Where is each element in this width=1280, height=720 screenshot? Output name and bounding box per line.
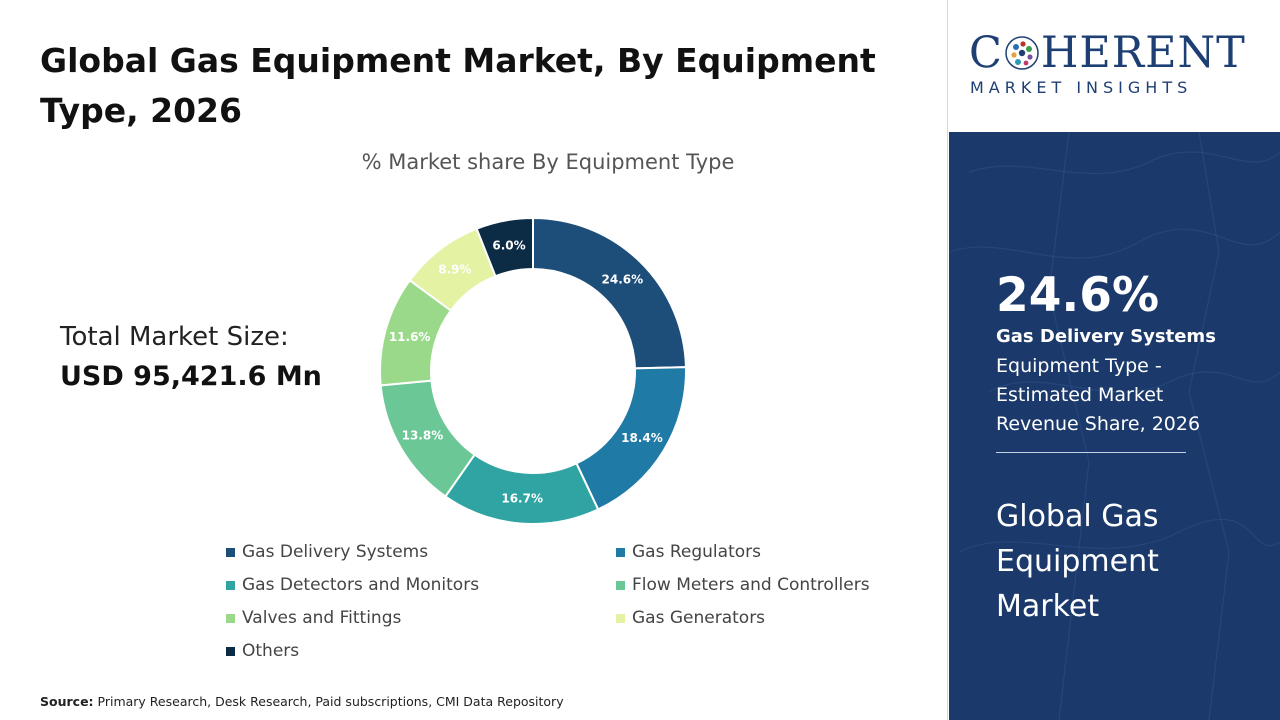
- legend-item: Gas Generators: [616, 608, 765, 628]
- legend-label: Gas Detectors and Monitors: [242, 575, 480, 595]
- logo-wordmark-lead: C: [969, 28, 1003, 78]
- total-market-label: Total Market Size:: [60, 322, 289, 352]
- highlight-panel: C HERENT MARKET INSIGHTS 24.6% Gas Deliv…: [949, 0, 1280, 720]
- legend-label: Others: [242, 641, 300, 661]
- highlight-value: 24.6%: [996, 268, 1160, 323]
- slice-value-label: 24.6%: [602, 272, 644, 286]
- slice-value-label: 11.6%: [389, 330, 431, 344]
- logo-globe-icon: [1005, 36, 1039, 70]
- legend-swatch: [226, 580, 235, 590]
- page-title: Global Gas Equipment Market, By Equipmen…: [40, 41, 876, 130]
- donut-slice: [532, 216, 687, 370]
- legend-item: Valves and Fittings: [226, 608, 401, 628]
- legend-label: Flow Meters and Controllers: [632, 575, 870, 595]
- logo-wordmark: C HERENT: [969, 28, 1246, 78]
- legend-item: Gas Detectors and Monitors: [226, 575, 479, 595]
- slice-value-label: 18.4%: [621, 431, 663, 445]
- chart-area: Global Gas Equipment Market, By Equipmen…: [40, 0, 948, 720]
- legend-label: Gas Delivery Systems: [242, 542, 429, 562]
- legend-swatch: [226, 613, 235, 623]
- highlight-description: Equipment Type - Estimated Market Revenu…: [996, 355, 1201, 435]
- source-note: Source: Primary Research, Desk Research,…: [40, 694, 564, 709]
- divider: [996, 452, 1186, 453]
- logo-tagline: MARKET INSIGHTS: [970, 78, 1193, 97]
- chart-subtitle: % Market share By Equipment Type: [361, 150, 735, 174]
- donut-chart: 24.6% 18.4% 16.7% 13.8% 11.6% 8.9% 6.0%: [379, 216, 687, 525]
- legend-swatch: [616, 547, 625, 557]
- logo: C HERENT MARKET INSIGHTS: [949, 0, 1280, 132]
- legend-label: Gas Regulators: [632, 542, 761, 562]
- logo-wordmark-rest: HERENT: [1040, 28, 1246, 78]
- legend-item: Gas Delivery Systems: [226, 542, 428, 562]
- highlight-segment: Gas Delivery Systems: [996, 326, 1216, 347]
- donut-slice: [475, 216, 534, 278]
- slice-value-label: 13.8%: [402, 428, 444, 442]
- legend-item: Others: [226, 641, 299, 661]
- legend-label: Gas Generators: [632, 608, 766, 628]
- legend-swatch: [616, 613, 625, 623]
- slice-value-label: 6.0%: [492, 238, 525, 252]
- source-label: Source:: [40, 694, 94, 709]
- slice-value-label: 8.9%: [438, 263, 471, 277]
- legend-item: Gas Regulators: [616, 542, 761, 562]
- legend-item: Flow Meters and Controllers: [616, 575, 870, 595]
- legend-swatch: [616, 580, 625, 590]
- total-market-value: USD 95,421.6 Mn: [60, 361, 322, 392]
- source-text: Primary Research, Desk Research, Paid su…: [97, 694, 564, 709]
- legend-swatch: [226, 547, 235, 557]
- slice-value-label: 16.7%: [501, 492, 543, 506]
- market-name: Global Gas Equipment Market: [996, 499, 1159, 624]
- world-map-background: [949, 132, 1280, 720]
- legend-label: Valves and Fittings: [242, 608, 402, 628]
- legend-swatch: [226, 646, 235, 656]
